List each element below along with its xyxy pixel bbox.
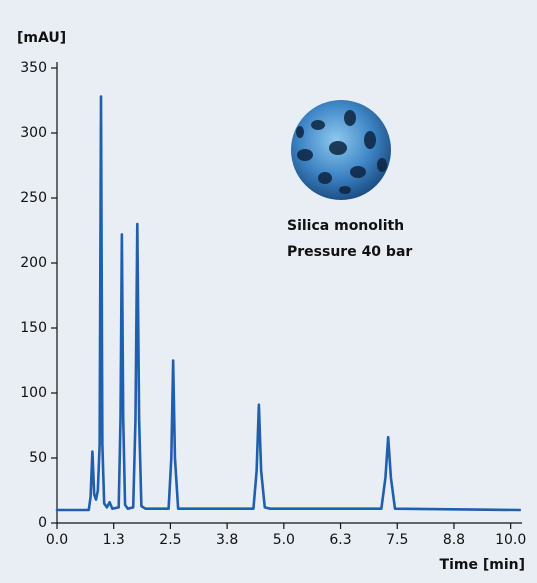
x-tick-label: 3.8 [216,532,238,548]
x-tick-label: 2.5 [159,532,181,548]
y-tick-label: 150 [20,320,47,336]
y-tick-label: 350 [20,60,47,76]
x-tick-label: 1.3 [103,532,125,548]
monolith-image [291,100,391,200]
x-tick-label: 5.0 [273,532,295,548]
x-tick-label: 0.0 [46,532,68,548]
y-tick-label: 0 [38,515,47,531]
x-axis-label: Time [min] [440,557,525,573]
y-tick-label: 100 [20,385,47,401]
chromatogram-line [55,95,522,512]
annotation: Pressure 40 bar [287,244,412,260]
y-tick-label: 200 [20,255,47,271]
x-tick-label: 7.5 [386,532,408,548]
y-tick-label: 300 [20,125,47,141]
x-tick-label: 6.3 [329,532,351,548]
x-tick-label: 10.0 [495,532,526,548]
y-tick-label: 50 [29,450,47,466]
y-axis-label: [mAU] [17,30,66,46]
x-tick-label: 8.8 [443,532,465,548]
y-tick-label: 250 [20,190,47,206]
annotation: Silica monolith [287,218,404,234]
